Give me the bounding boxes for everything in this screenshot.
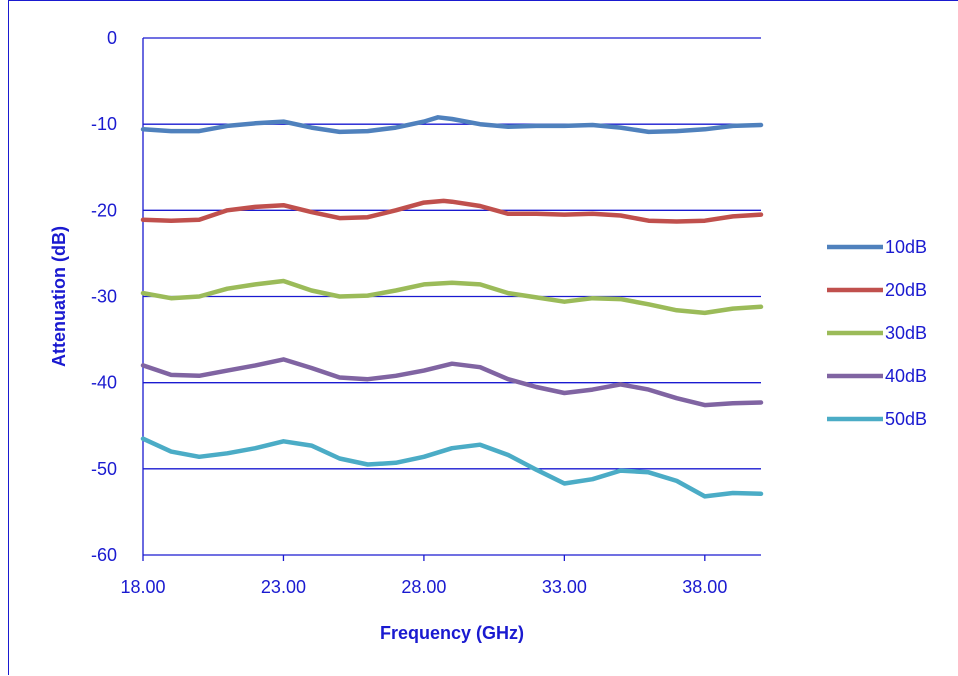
grid-lines (142, 37, 761, 561)
y-tick-label: -10 (91, 114, 117, 134)
series-line-20dB (140, 198, 764, 224)
legend: 10dB 20dB 30dB 40dB 50dB (827, 237, 927, 429)
y-tick-label: -40 (91, 373, 117, 393)
y-tick-label: -30 (91, 287, 117, 307)
x-axis-title: Frequency (GHz) (380, 623, 524, 643)
y-axis-title: Attenuation (dB) (49, 226, 69, 367)
chart-frame: 0 -10 -20 -30 -40 -50 -60 18.00 23.00 28.00 33.00… (8, 0, 958, 675)
series-line-50dB (140, 436, 764, 499)
x-tick-label: 33.00 (542, 577, 587, 597)
y-tick-label: -60 (91, 545, 117, 565)
y-tick-label: 0 (107, 28, 117, 48)
y-tick-label: -20 (91, 200, 117, 220)
attenuation-chart: 0 -10 -20 -30 -40 -50 -60 18.00 23.00 28.00 33.00… (49, 28, 927, 643)
x-tick-label: 23.00 (261, 577, 306, 597)
legend-label: 20dB (885, 280, 927, 300)
y-tick-label: -50 (91, 459, 117, 479)
x-tick-label: 18.00 (120, 577, 165, 597)
legend-label: 10dB (885, 237, 927, 257)
series-line-40dB (140, 357, 764, 408)
x-tick-label: 38.00 (682, 577, 727, 597)
series-lines (140, 115, 764, 499)
x-tick-label: 28.00 (401, 577, 446, 597)
series-line-10dB (140, 115, 764, 135)
y-tick-labels: 0 -10 -20 -30 -40 -50 -60 (91, 28, 117, 565)
x-tick-labels: 18.00 23.00 28.00 33.00 38.00 (120, 577, 727, 597)
legend-label: 30dB (885, 323, 927, 343)
series-line-30dB (140, 278, 764, 316)
legend-label: 50dB (885, 409, 927, 429)
legend-label: 40dB (885, 366, 927, 386)
